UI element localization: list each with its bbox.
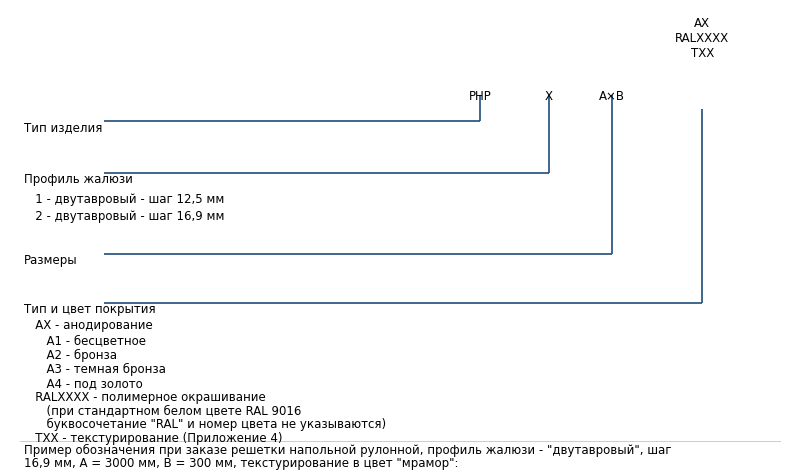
- Text: X: X: [545, 90, 553, 103]
- Text: 2 - двутавровый - шаг 16,9 мм: 2 - двутавровый - шаг 16,9 мм: [24, 210, 225, 223]
- Text: A×B: A×B: [599, 90, 625, 103]
- Text: AX - анодирование: AX - анодирование: [24, 319, 153, 332]
- Text: TXX - текстурирование (Приложение 4): TXX - текстурирование (Приложение 4): [24, 432, 282, 445]
- Text: буквосочетание "RAL" и номер цвета не указываются): буквосочетание "RAL" и номер цвета не ук…: [24, 418, 386, 431]
- Text: 16,9 мм, A = 3000 мм, B = 300 мм, текстурирование в цвет "мрамор":: 16,9 мм, A = 3000 мм, B = 300 мм, тексту…: [24, 457, 458, 470]
- Text: A2 - бронза: A2 - бронза: [24, 349, 117, 362]
- Text: (при стандартном белом цвете RAL 9016: (при стандартном белом цвете RAL 9016: [24, 405, 302, 419]
- Text: Пример обозначения при заказе решетки напольной рулонной, профиль жалюзи - "двут: Пример обозначения при заказе решетки на…: [24, 444, 671, 457]
- Text: PHP: PHP: [469, 90, 491, 103]
- Text: 1 - двутавровый - шаг 12,5 мм: 1 - двутавровый - шаг 12,5 мм: [24, 193, 224, 206]
- Text: A4 - под золото: A4 - под золото: [24, 377, 142, 390]
- Text: Тип изделия: Тип изделия: [24, 121, 102, 133]
- Text: Профиль жалюзи: Профиль жалюзи: [24, 173, 133, 185]
- Text: Тип и цвет покрытия: Тип и цвет покрытия: [24, 303, 156, 315]
- Text: A1 - бесцветное: A1 - бесцветное: [24, 334, 146, 347]
- Text: A3 - темная бронза: A3 - темная бронза: [24, 363, 166, 376]
- Text: AX
RALXXXX
TXX: AX RALXXXX TXX: [675, 17, 730, 60]
- Text: RALXXXX - полимерное окрашивание: RALXXXX - полимерное окрашивание: [24, 391, 266, 404]
- Text: Размеры: Размеры: [24, 254, 78, 267]
